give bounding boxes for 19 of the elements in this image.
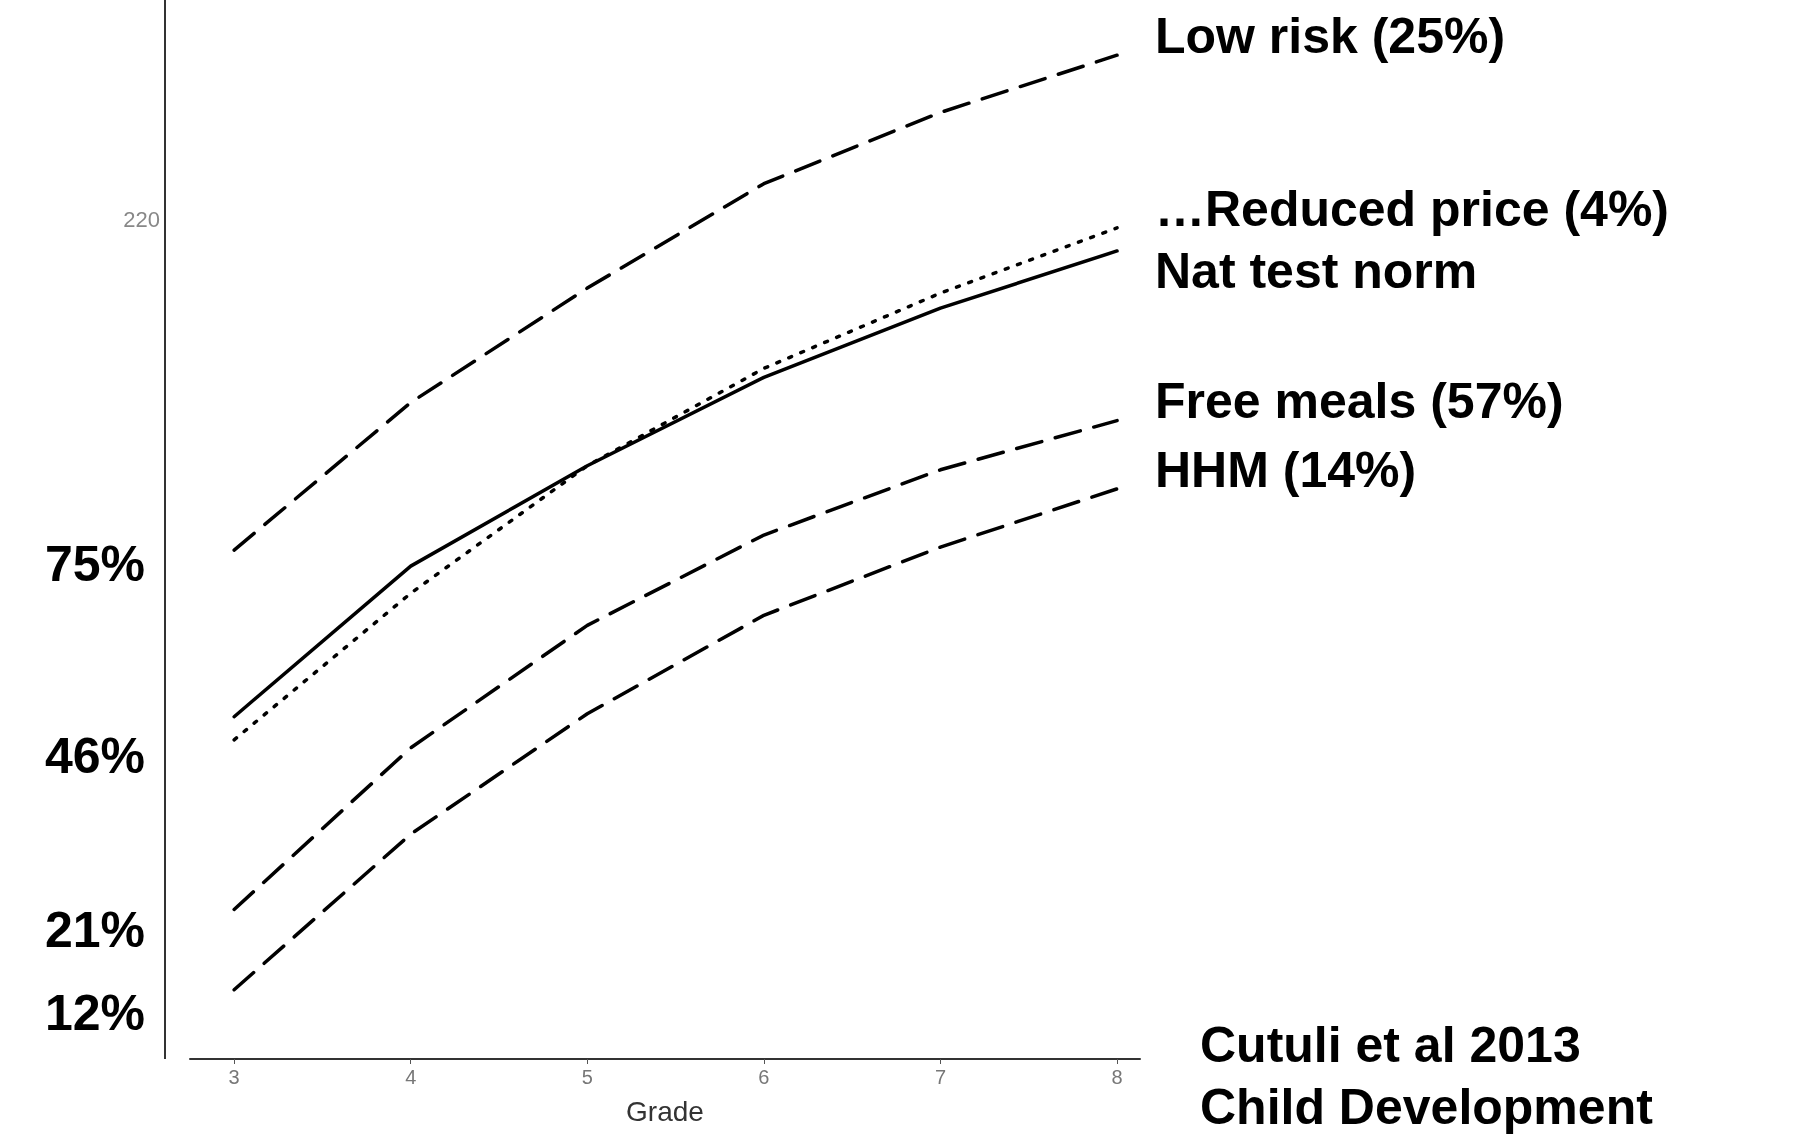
- x-tick-label: 3: [228, 1066, 240, 1088]
- text: 75%: [44, 536, 145, 592]
- x-axis-title: Grade: [626, 1095, 704, 1127]
- series-label: …Reduced price (4%): [1155, 180, 1670, 237]
- x-tick-label: 7: [934, 1066, 947, 1088]
- x-tick-label: 5: [581, 1066, 593, 1088]
- x-tick-label: 4: [405, 1066, 417, 1088]
- text: Child Development: [1200, 1079, 1654, 1135]
- text: 46%: [44, 728, 145, 784]
- x-tick-label: 6: [758, 1066, 770, 1088]
- text: 220: [123, 206, 160, 232]
- series-label: Nat test norm: [1155, 242, 1478, 299]
- series-label: HHM (14%): [1155, 441, 1417, 498]
- series-label: Low risk (25%): [1155, 8, 1506, 64]
- text: 21%: [44, 902, 145, 958]
- series-label: Free meals (57%): [1155, 373, 1564, 430]
- text: 12%: [44, 985, 145, 1041]
- x-tick-label: 8: [1111, 1066, 1123, 1088]
- text: Cutuli et al 2013: [1200, 1017, 1581, 1073]
